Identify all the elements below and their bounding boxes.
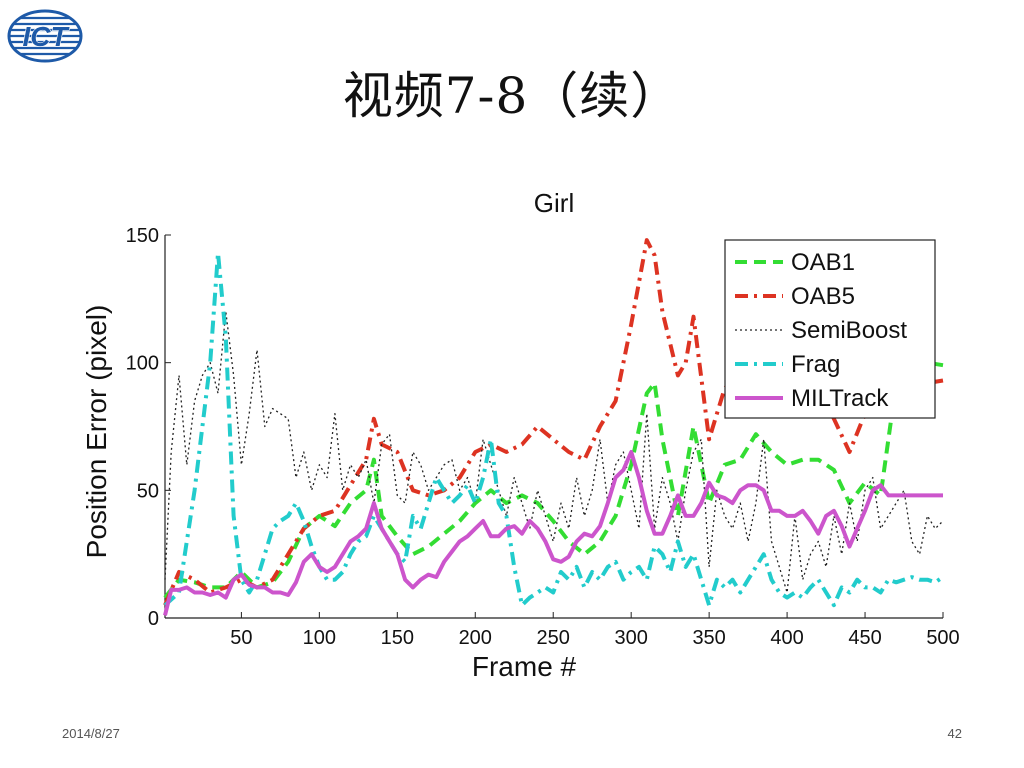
slide-page-number: 42: [947, 726, 962, 741]
x-axis-label: Frame #: [472, 651, 577, 682]
y-axis-label: Position Error (pixel): [81, 305, 112, 559]
x-tick-label: 450: [848, 627, 881, 649]
x-tick-label: 200: [459, 627, 492, 649]
slide-date: 2014/8/27: [62, 726, 120, 741]
x-tick-label: 50: [230, 627, 252, 649]
x-tick-label: 350: [692, 627, 725, 649]
legend-label-frag: Frag: [791, 351, 840, 378]
logo-text: ICT: [22, 21, 70, 52]
slide-title: 视频7-8（续）: [342, 67, 682, 125]
x-tick-label: 100: [303, 627, 336, 649]
y-tick-label: 50: [137, 480, 159, 502]
y-tick-label: 0: [148, 608, 159, 630]
x-tick-label: 300: [614, 627, 647, 649]
y-tick-label: 100: [126, 353, 159, 375]
legend-box: [724, 239, 936, 419]
series-line-miltrack: [163, 450, 943, 616]
chart-title: Girl: [534, 188, 574, 218]
position-error-chart: 50 100 150 200 250 300 350 400 450 500 0 50 100 150 Gi…: [81, 188, 960, 682]
series-line-semiboost: [164, 310, 944, 594]
legend-label-oab1: OAB1: [791, 249, 855, 276]
x-tick-label: 400: [770, 627, 803, 649]
legend-label-semiboost: SemiBoost: [791, 317, 907, 344]
x-tick-label: 250: [537, 627, 570, 649]
legend-label-oab5: OAB5: [791, 283, 855, 310]
legend-label-miltrack: MILTrack: [791, 385, 889, 412]
x-tick-label: 500: [926, 627, 959, 649]
ict-logo: ICT: [7, 9, 83, 63]
y-tick-label: 150: [126, 225, 159, 247]
x-tick-label: 150: [381, 627, 414, 649]
series-line-frag: [163, 250, 945, 608]
